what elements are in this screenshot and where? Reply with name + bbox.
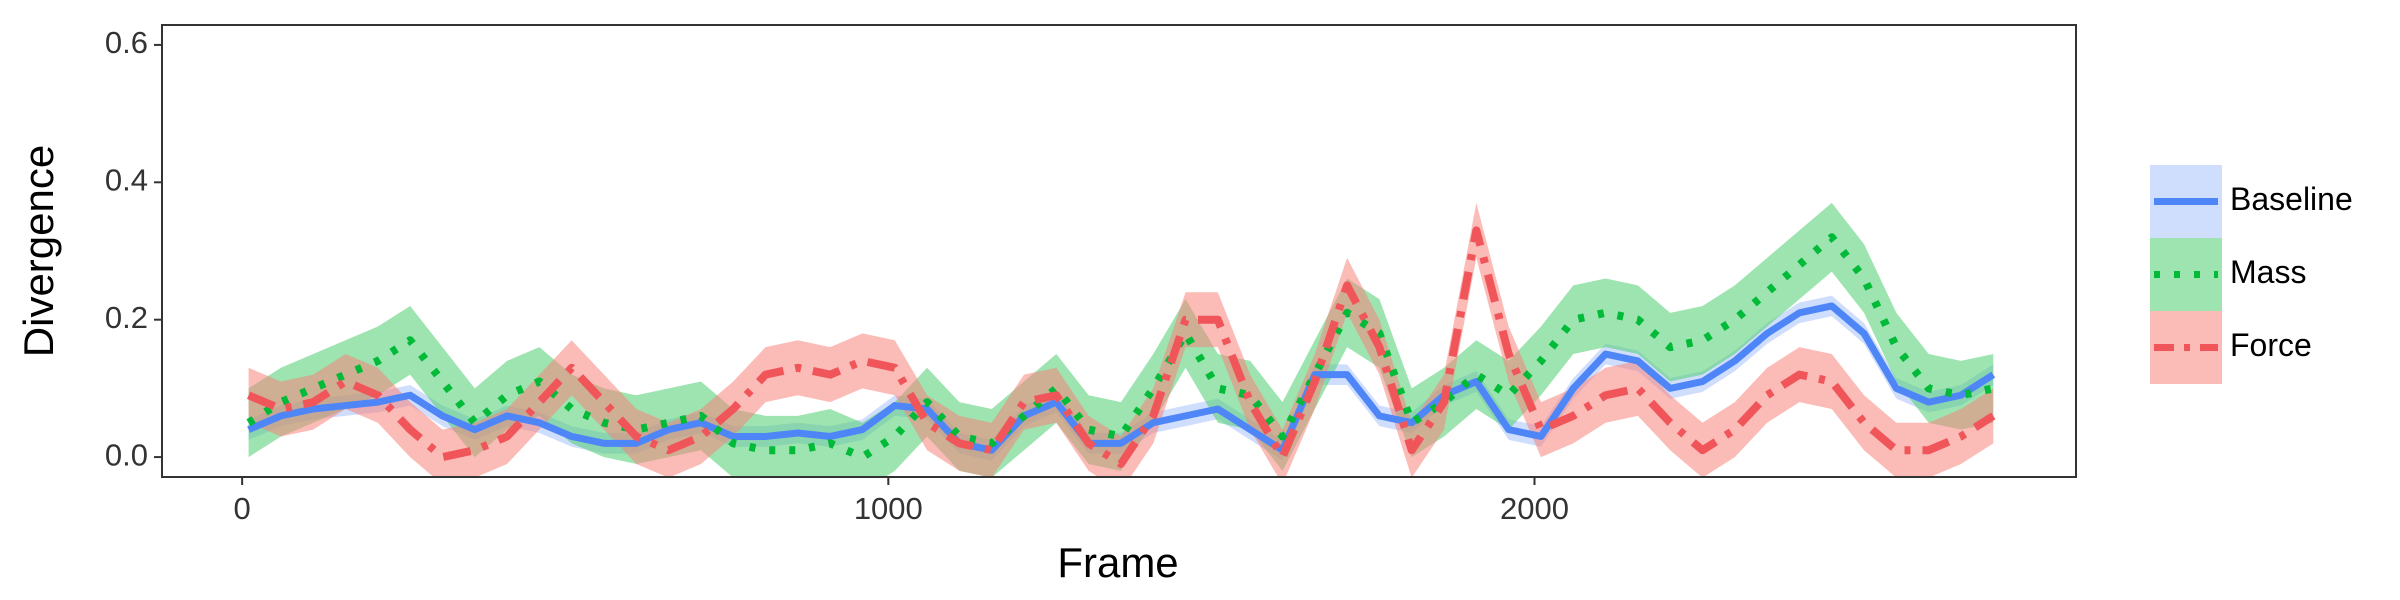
x-tick-label: 2000 (1500, 491, 1569, 526)
y-tick-label: 0.4 (105, 162, 148, 197)
lines (246, 226, 1996, 468)
legend-key-fill (2150, 238, 2222, 311)
panel-border (161, 24, 2077, 478)
series-line (247, 302, 1996, 454)
bands (248, 202, 1994, 477)
x-tick-label: 1000 (854, 491, 923, 526)
y-tick-label: 0.0 (105, 437, 148, 472)
y-axis-title: Divergence (15, 145, 62, 357)
x-tick-label: 0 (234, 491, 251, 526)
y-tick-label: 0.2 (105, 300, 148, 335)
confidence-band (248, 202, 1994, 477)
series-line (246, 233, 1995, 462)
legend-label: Baseline (2230, 181, 2353, 217)
x-axis-title: Frame (1057, 539, 1178, 586)
legend-label: Force (2230, 327, 2312, 363)
series-line (247, 226, 1996, 468)
legend-label: Mass (2230, 254, 2306, 290)
y-tick-label: 0.6 (105, 25, 148, 60)
